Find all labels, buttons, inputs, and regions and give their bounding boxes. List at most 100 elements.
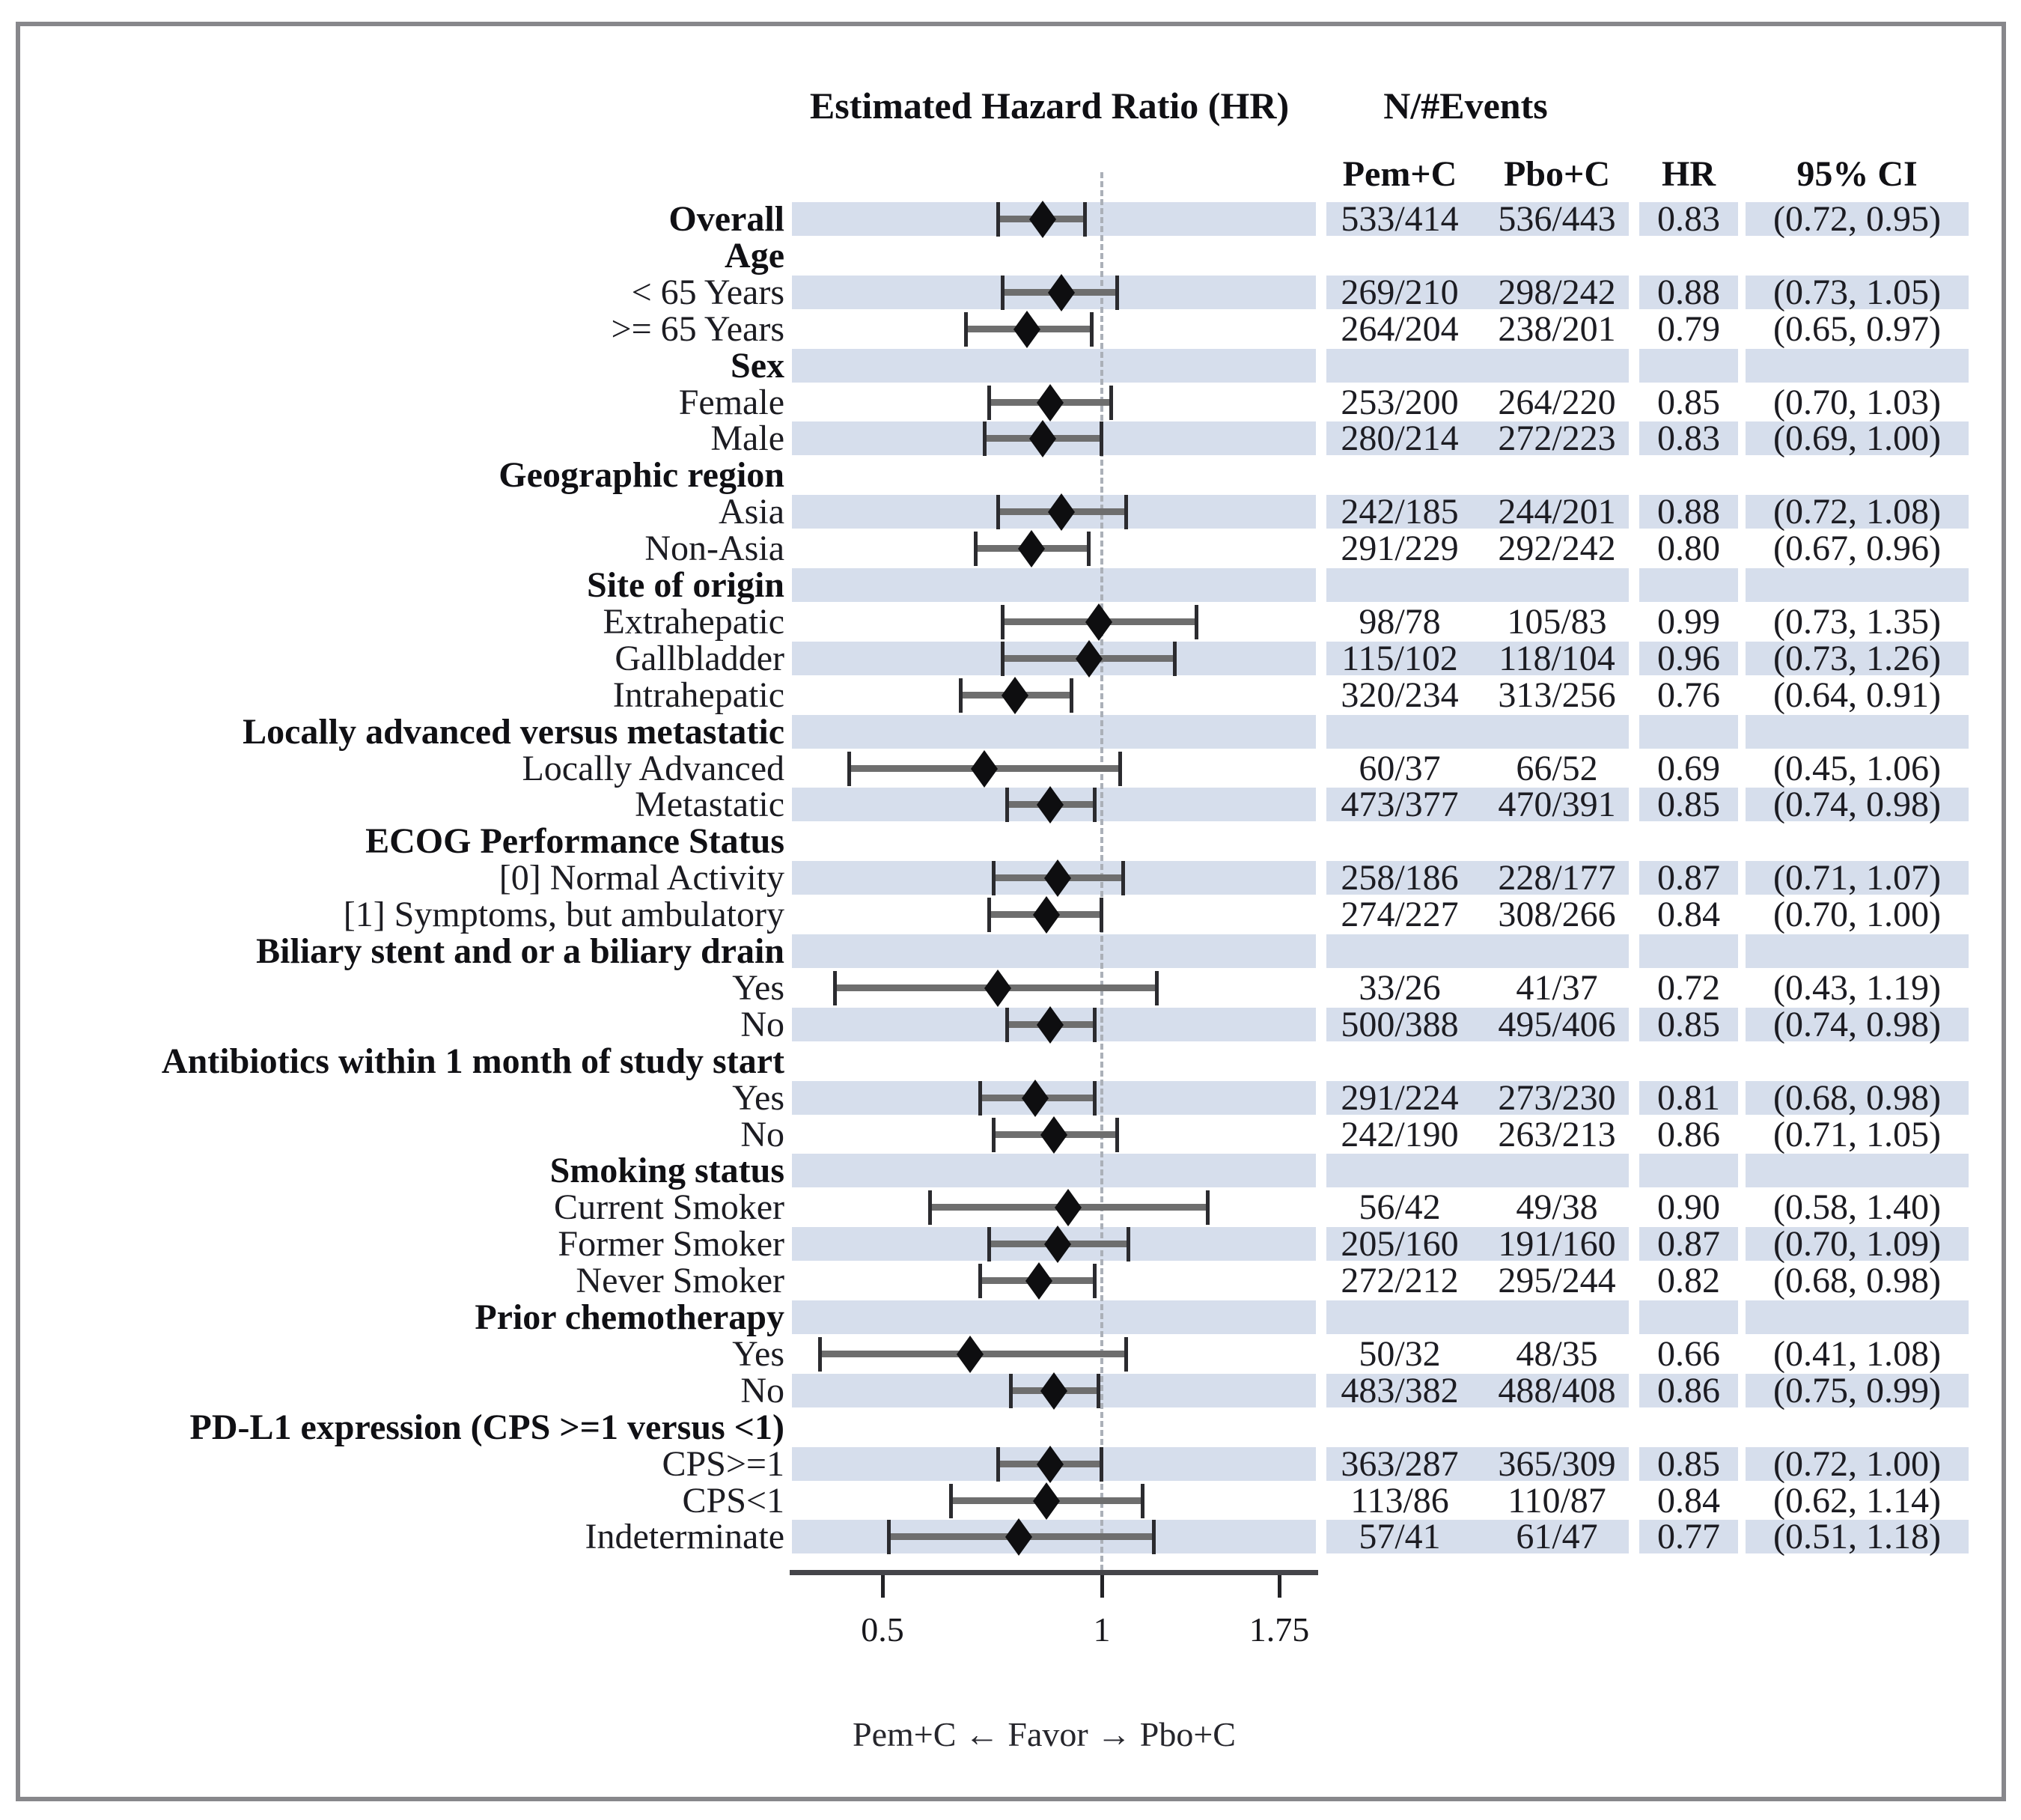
- row-label: Yes: [732, 968, 784, 1008]
- row-stripe-cell: [1746, 349, 1969, 383]
- row-label: CPS<1: [682, 1481, 784, 1521]
- ci-cap-right: [1090, 312, 1094, 347]
- pbo-c-value: 110/87: [1508, 1481, 1606, 1521]
- pem-c-value: 269/210: [1341, 273, 1459, 312]
- ci-cap-right: [1087, 532, 1091, 566]
- row-stripe-cell: [1639, 934, 1738, 968]
- ci-cap-right: [1124, 495, 1128, 529]
- row-stripe-cell: [1746, 1008, 1969, 1041]
- section-header-label: Biliary stent and or a biliary drain: [256, 931, 784, 971]
- row-stripe-cell: [1326, 1374, 1629, 1407]
- row-stripe-cell: [1639, 788, 1738, 821]
- pbo-c-value: 41/37: [1516, 968, 1598, 1008]
- column-header-95ci: 95% CI: [1796, 154, 1918, 194]
- row-label: Metastatic: [635, 785, 784, 824]
- section-header-label: Smoking status: [549, 1151, 784, 1190]
- hr-value: 0.87: [1657, 1224, 1720, 1264]
- x-axis-tick-label-1: 1: [1093, 1610, 1111, 1649]
- ci-cap-right: [1100, 898, 1103, 932]
- section-header-label: Age: [725, 236, 784, 276]
- pem-c-value: 57/41: [1359, 1517, 1441, 1556]
- pbo-c-value: 365/309: [1498, 1444, 1616, 1484]
- row-stripe-cell: [792, 1300, 1316, 1334]
- ci-cap-left: [1009, 1374, 1013, 1408]
- ci-cap-right: [1152, 1520, 1156, 1554]
- hr-value: 0.88: [1657, 273, 1720, 312]
- pbo-c-value: 298/242: [1498, 273, 1616, 312]
- row-stripe-cell: [1639, 642, 1738, 675]
- ci-cap-right: [1093, 1081, 1097, 1116]
- row-stripe-cell: [1326, 495, 1629, 529]
- row-stripe-cell: [1326, 276, 1629, 309]
- pem-c-value: 33/26: [1359, 968, 1441, 1008]
- row-stripe-cell: [1639, 495, 1738, 529]
- row-label: Indeterminate: [585, 1517, 784, 1556]
- row-label: Gallbladder: [615, 639, 784, 678]
- ci-value: (0.58, 1.40): [1773, 1187, 1941, 1227]
- ci-value: (0.75, 0.99): [1773, 1371, 1941, 1410]
- pem-c-value: 113/86: [1350, 1481, 1449, 1521]
- row-stripe-cell: [1639, 1227, 1738, 1261]
- row-label: Male: [710, 419, 784, 458]
- hr-value: 0.85: [1657, 383, 1720, 422]
- pem-c-value: 533/414: [1341, 199, 1459, 239]
- ci-value: (0.65, 0.97): [1773, 309, 1941, 349]
- pbo-c-value: 105/83: [1507, 602, 1607, 642]
- row-label: >= 65 Years: [611, 309, 785, 349]
- row-stripe-cell: [1746, 276, 1969, 309]
- row-label: Never Smoker: [576, 1261, 784, 1300]
- row-label: No: [740, 1005, 784, 1044]
- ci-value: (0.69, 1.00): [1773, 419, 1941, 458]
- row-label: Yes: [732, 1334, 784, 1374]
- row-stripe-cell: [1746, 1300, 1969, 1334]
- row-stripe-cell: [792, 349, 1316, 383]
- ci-cap-left: [949, 1484, 953, 1518]
- row-stripe-cell: [1639, 1300, 1738, 1334]
- ci-cap-right: [1115, 276, 1119, 310]
- row-stripe-cell: [1746, 421, 1969, 455]
- row-stripe-cell: [1746, 1520, 1969, 1553]
- pem-c-value: 320/234: [1341, 675, 1459, 715]
- pem-c-value: 56/42: [1359, 1187, 1441, 1227]
- row-label: No: [740, 1115, 784, 1154]
- ci-value: (0.72, 0.95): [1773, 199, 1941, 239]
- pem-c-value: 280/214: [1341, 419, 1459, 458]
- pem-c-value: 291/224: [1341, 1078, 1459, 1118]
- hr-value: 0.86: [1657, 1371, 1720, 1410]
- pbo-c-value: 273/230: [1498, 1078, 1616, 1118]
- ci-value: (0.45, 1.06): [1773, 749, 1941, 788]
- pem-c-value: 272/212: [1341, 1261, 1459, 1300]
- row-stripe-cell: [1639, 349, 1738, 383]
- pbo-c-value: 66/52: [1516, 749, 1598, 788]
- column-header-pem-c: Pem+C: [1342, 154, 1457, 194]
- hr-value: 0.84: [1657, 895, 1720, 934]
- row-stripe-cell: [792, 1154, 1316, 1187]
- ci-value: (0.68, 0.98): [1773, 1078, 1941, 1118]
- pem-c-value: 274/227: [1341, 895, 1459, 934]
- pbo-c-value: 313/256: [1498, 675, 1616, 715]
- ci-value: (0.62, 1.14): [1773, 1481, 1941, 1521]
- hr-value: 0.96: [1657, 639, 1720, 678]
- ci-cap-right: [1109, 386, 1113, 420]
- hr-value: 0.82: [1657, 1261, 1720, 1300]
- hr-value: 0.77: [1657, 1517, 1720, 1556]
- hr-value: 0.84: [1657, 1481, 1720, 1521]
- row-stripe-cell: [1639, 1154, 1738, 1187]
- row-stripe-cell: [1326, 421, 1629, 455]
- pbo-c-value: 488/408: [1498, 1371, 1616, 1410]
- row-stripe-cell: [1746, 642, 1969, 675]
- pbo-c-value: 238/201: [1498, 309, 1616, 349]
- ci-cap-right: [1121, 861, 1125, 895]
- ci-cap-right: [1155, 971, 1159, 1005]
- row-stripe-cell: [1326, 642, 1629, 675]
- pem-c-value: 473/377: [1341, 785, 1459, 824]
- row-label: Yes: [732, 1078, 784, 1118]
- pbo-c-value: 244/201: [1498, 492, 1616, 532]
- hr-value: 0.72: [1657, 968, 1720, 1008]
- row-stripe-cell: [1326, 568, 1629, 602]
- ci-cap-right: [1141, 1484, 1144, 1518]
- ci-value: (0.72, 1.08): [1773, 492, 1941, 532]
- ci-cap-left: [1001, 605, 1005, 639]
- hr-value: 0.69: [1657, 749, 1720, 788]
- section-header-label: Prior chemotherapy: [475, 1297, 784, 1337]
